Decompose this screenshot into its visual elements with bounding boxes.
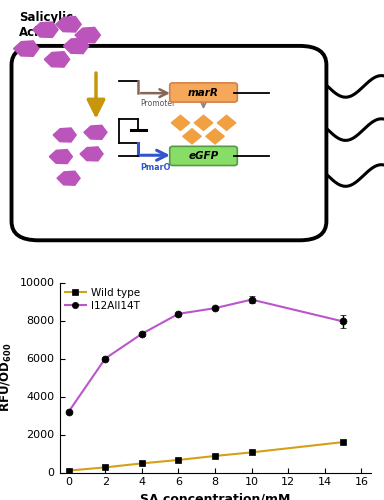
Polygon shape <box>57 171 80 185</box>
Text: PmarO: PmarO <box>140 164 170 172</box>
Polygon shape <box>206 129 224 144</box>
Text: Promoter: Promoter <box>140 98 175 108</box>
Polygon shape <box>53 128 76 142</box>
Polygon shape <box>63 38 89 54</box>
Polygon shape <box>217 116 236 130</box>
FancyBboxPatch shape <box>170 146 237 166</box>
Text: Salicylic
Acid: Salicylic Acid <box>19 11 73 39</box>
Text: eGFP: eGFP <box>189 151 218 161</box>
FancyBboxPatch shape <box>170 83 237 102</box>
Polygon shape <box>13 41 39 56</box>
Polygon shape <box>84 126 107 140</box>
Legend: Wild type, I12AII14T: Wild type, I12AII14T <box>65 288 140 311</box>
Polygon shape <box>183 129 201 144</box>
Polygon shape <box>50 150 73 164</box>
Text: marR: marR <box>188 88 219 98</box>
Polygon shape <box>171 116 190 130</box>
Polygon shape <box>75 28 100 43</box>
Polygon shape <box>44 52 70 67</box>
Polygon shape <box>33 22 58 38</box>
X-axis label: SA concentration/mM: SA concentration/mM <box>140 493 290 500</box>
Polygon shape <box>80 147 103 161</box>
Polygon shape <box>56 16 81 32</box>
Polygon shape <box>194 116 213 130</box>
FancyBboxPatch shape <box>12 46 326 240</box>
Y-axis label: RFU/OD$_{\mathregular{600}}$: RFU/OD$_{\mathregular{600}}$ <box>0 343 14 412</box>
